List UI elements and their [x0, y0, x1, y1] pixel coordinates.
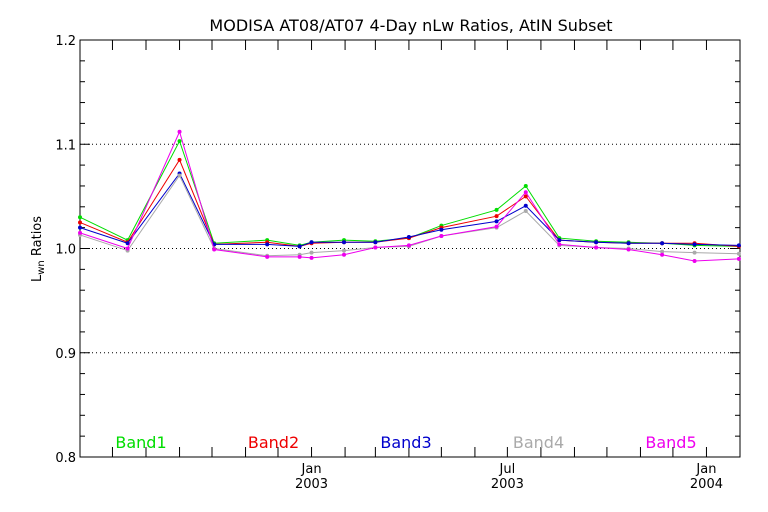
data-point [342, 248, 346, 253]
data-point [212, 247, 217, 252]
series-band2 [78, 157, 741, 249]
data-point [297, 244, 302, 249]
y-tick-label: 1.2 [55, 34, 76, 49]
data-point [494, 214, 499, 219]
x-tick-label-month: Jan [301, 462, 322, 477]
data-point [177, 139, 182, 144]
series-band1 [78, 139, 741, 249]
data-point [406, 243, 411, 248]
y-axis-label-sub: wn [36, 260, 47, 275]
data-point [523, 190, 528, 195]
data-point [523, 208, 528, 213]
y-axis-label-rest: Ratios [30, 216, 45, 261]
plot-frame [79, 39, 741, 458]
data-point [494, 207, 499, 212]
data-point [125, 241, 130, 246]
data-point [265, 242, 270, 247]
data-point [660, 241, 665, 246]
x-tick-label-year: 2003 [491, 477, 524, 492]
data-point [626, 247, 631, 252]
data-point [373, 240, 378, 245]
y-axis-label-main: L [30, 274, 45, 282]
data-point [78, 215, 82, 220]
x-tick-label-month: Jul [499, 462, 516, 477]
data-point [494, 219, 499, 224]
y-axis: 0.8 0.9 1.0 1.1 1.2 [55, 34, 740, 466]
data-point [177, 173, 182, 178]
data-point [736, 243, 741, 248]
data-point [736, 256, 741, 261]
data-point [265, 254, 270, 259]
data-point [309, 250, 314, 255]
data-point [736, 251, 741, 256]
data-point [309, 240, 314, 245]
legend-entry: Band3 [380, 433, 431, 452]
y-axis-label: Lwn Ratios [30, 216, 47, 282]
series-line [79, 139, 739, 247]
legend-entry: Band2 [248, 433, 299, 452]
data-point [177, 129, 182, 134]
legend-entry: Band4 [513, 433, 564, 452]
chart-title: MODISA AT08/AT07 4-Day nLw Ratios, AtIN … [209, 16, 612, 35]
data-point [373, 245, 378, 250]
data-point [660, 252, 665, 257]
data-point [692, 242, 697, 247]
y-tick-label: 0.8 [55, 451, 76, 466]
data-point [78, 220, 82, 225]
data-point [494, 224, 499, 229]
legend-entry: Band5 [645, 433, 696, 452]
x-tick-label-year: 2004 [690, 477, 723, 492]
data-point [125, 246, 130, 251]
data-point [78, 225, 82, 230]
data-point [626, 241, 631, 246]
legend-entry: Band1 [115, 433, 166, 452]
data-point [594, 245, 599, 250]
data-point [297, 254, 302, 259]
series-line [79, 130, 739, 262]
data-point [523, 203, 528, 208]
x-tick-label-month: Jan [695, 462, 716, 477]
series-band5 [78, 129, 741, 264]
x-tick-label-year: 2003 [295, 477, 328, 492]
series-band3 [78, 171, 741, 249]
data-point [342, 240, 346, 245]
data-point [660, 249, 665, 254]
y-tick-label: 0.9 [55, 347, 76, 362]
y-tick-label: 1.0 [55, 243, 76, 258]
data-point [523, 183, 528, 188]
data-point [594, 240, 599, 245]
data-point [692, 259, 697, 264]
data-point [342, 252, 346, 257]
data-point [309, 255, 314, 260]
data-point [692, 250, 697, 255]
series-group [78, 129, 741, 264]
data-point [439, 233, 444, 238]
data-point [557, 242, 562, 247]
data-point [406, 235, 411, 240]
data-point [557, 238, 562, 243]
svg-text:Lwn Ratios: Lwn Ratios [30, 216, 47, 282]
data-point [439, 227, 444, 232]
data-point [78, 230, 82, 235]
data-point [177, 157, 182, 162]
data-point [523, 194, 528, 199]
y-tick-label: 1.1 [55, 138, 76, 153]
legend: Band1 Band2 Band3 Band4 Band5 [115, 433, 696, 452]
